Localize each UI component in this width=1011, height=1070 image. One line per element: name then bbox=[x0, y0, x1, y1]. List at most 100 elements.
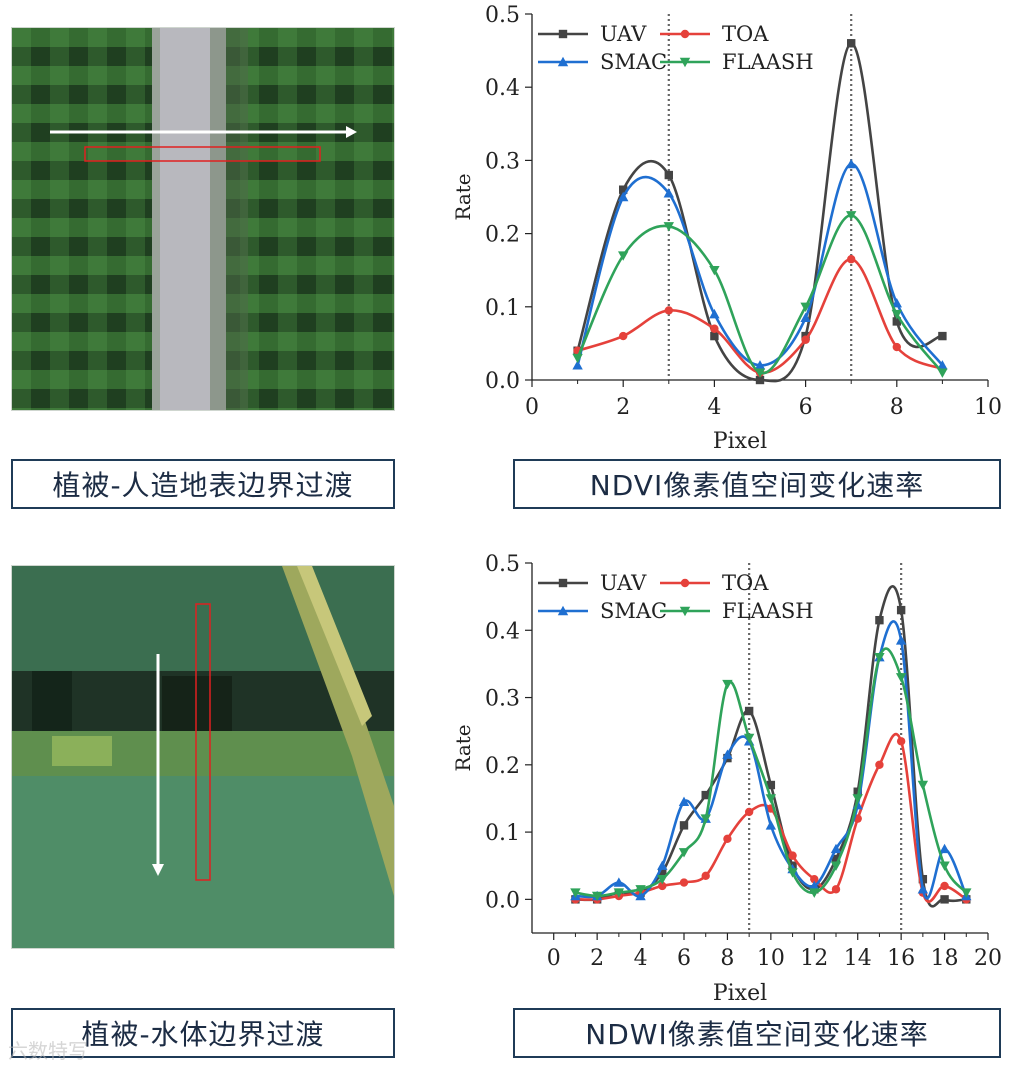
data-point-uav bbox=[847, 39, 856, 48]
x-tick-label: 4 bbox=[707, 395, 721, 420]
data-point-smac bbox=[917, 884, 929, 894]
x-tick-label: 12 bbox=[800, 946, 828, 971]
legend-label: UAV bbox=[600, 22, 647, 46]
x-tick-label: 6 bbox=[677, 946, 691, 971]
data-point-flaash bbox=[657, 874, 668, 885]
axes: 0.0 0.1 0.2 0.3 0.4 0.5 0 2 4 6 8 10 12 14 16 18 20 bbox=[485, 552, 1002, 971]
data-point-smac bbox=[657, 860, 668, 870]
series-line-uav bbox=[576, 41, 943, 383]
data-point-toa bbox=[788, 851, 797, 860]
series-toa bbox=[573, 255, 947, 377]
data-point-uav bbox=[664, 170, 673, 180]
data-point-uav bbox=[744, 706, 754, 716]
y-tick-label: 0.1 bbox=[485, 821, 520, 846]
legend-item-smac: SMAC bbox=[538, 50, 667, 74]
data-point-toa bbox=[940, 881, 949, 891]
legend-marker bbox=[680, 29, 690, 39]
legend-item-toa: TOA bbox=[660, 22, 769, 46]
y-tick-label: 0.0 bbox=[485, 888, 520, 913]
data-point-flaash bbox=[591, 891, 603, 902]
legend-item-uav: UAV bbox=[538, 571, 647, 595]
legend-label: SMAC bbox=[600, 599, 667, 623]
y-tick-label: 0.4 bbox=[485, 619, 520, 644]
x-tick-label: 14 bbox=[844, 946, 872, 971]
data-point-toa bbox=[664, 306, 673, 315]
data-point-toa bbox=[810, 874, 819, 884]
x-tick-label: 10 bbox=[974, 395, 1002, 420]
series-smac bbox=[572, 158, 948, 370]
data-point-flaash bbox=[700, 814, 711, 824]
data-point-flaash bbox=[709, 266, 720, 276]
data-point-toa bbox=[875, 760, 884, 770]
data-point-smac bbox=[754, 360, 766, 370]
data-point-uav bbox=[619, 185, 628, 194]
data-point-toa bbox=[744, 807, 754, 817]
legend-marker bbox=[558, 29, 568, 39]
legend-item-toa: TOA bbox=[660, 571, 769, 595]
legend-label: TOA bbox=[722, 22, 769, 46]
legend-marker bbox=[557, 56, 569, 67]
y-tick-label: 0.3 bbox=[485, 149, 520, 174]
data-point-smac bbox=[937, 360, 948, 370]
data-point-smac bbox=[613, 877, 625, 887]
data-point-smac bbox=[891, 297, 902, 308]
data-point-toa bbox=[701, 871, 710, 881]
x-tick-label: 16 bbox=[887, 946, 915, 971]
data-point-flaash bbox=[765, 794, 777, 804]
vegetation-water-image bbox=[11, 565, 395, 949]
data-point-flaash bbox=[754, 368, 766, 378]
data-point-flaash bbox=[852, 794, 863, 804]
series-line-flaash bbox=[575, 647, 968, 898]
data-point-uav bbox=[875, 615, 884, 625]
series-line-uav bbox=[575, 584, 967, 908]
data-point-smac bbox=[939, 843, 950, 854]
y-tick-label: 0.5 bbox=[485, 552, 520, 577]
data-point-uav bbox=[918, 874, 928, 884]
data-point-uav bbox=[940, 895, 949, 904]
data-point-flaash bbox=[917, 780, 929, 791]
data-point-smac bbox=[800, 312, 811, 322]
data-point-toa bbox=[619, 331, 628, 341]
data-point-uav bbox=[658, 868, 667, 877]
data-point-flaash bbox=[743, 733, 755, 744]
legend-label: FLAASH bbox=[722, 50, 814, 74]
legend-marker bbox=[680, 578, 690, 588]
data-point-toa bbox=[896, 737, 906, 746]
data-point-uav bbox=[679, 821, 689, 830]
x-tick-label: 20 bbox=[974, 946, 1002, 971]
x-tick-label: 2 bbox=[590, 946, 604, 971]
data-point-smac bbox=[618, 191, 629, 202]
legend-item-flaash: FLAASH bbox=[660, 599, 814, 623]
legend-item-uav: UAV bbox=[538, 22, 647, 46]
data-point-uav bbox=[892, 317, 901, 326]
y-tick-label: 0.1 bbox=[485, 296, 520, 321]
data-point-toa bbox=[801, 335, 810, 344]
x-tick-label: 8 bbox=[720, 946, 734, 971]
data-point-smac bbox=[709, 308, 720, 319]
data-point-flaash bbox=[635, 885, 646, 895]
ndwi-rate-chart: 0.0 0.1 0.2 0.3 0.4 0.5 0 2 4 6 8 10 12 14 16 18 20 Pixel… bbox=[451, 552, 1002, 1006]
caption-vegetation-water-transition: 植被-水体边界过渡 bbox=[11, 1008, 395, 1058]
data-point-flaash bbox=[722, 679, 733, 690]
data-point-smac bbox=[635, 890, 646, 901]
series-flaash bbox=[570, 647, 972, 902]
x-tick-label: 6 bbox=[799, 395, 813, 420]
data-point-flaash bbox=[961, 888, 972, 898]
data-point-flaash bbox=[570, 888, 581, 898]
vegetation-road-image bbox=[11, 27, 395, 411]
legend-marker bbox=[558, 578, 568, 588]
data-point-flaash bbox=[846, 211, 857, 221]
axes: 0.0 0.1 0.2 0.3 0.4 0.5 0 2 4 6 8 10 bbox=[485, 3, 1002, 420]
data-point-smac bbox=[765, 820, 777, 830]
legend-label: FLAASH bbox=[722, 599, 814, 623]
legend-label: SMAC bbox=[600, 50, 667, 74]
legend-marker bbox=[557, 605, 569, 616]
data-point-flaash bbox=[874, 652, 885, 663]
data-point-uav bbox=[831, 854, 841, 864]
x-axis-label: Pixel bbox=[713, 981, 767, 1006]
caption-vegetation-built-transition: 植被-人造地表边界过渡 bbox=[11, 459, 395, 509]
data-point-flaash bbox=[800, 302, 811, 312]
data-point-uav bbox=[938, 331, 947, 341]
watermark-text: 六数特写 bbox=[8, 1039, 88, 1063]
y-tick-label: 0.0 bbox=[485, 369, 520, 394]
